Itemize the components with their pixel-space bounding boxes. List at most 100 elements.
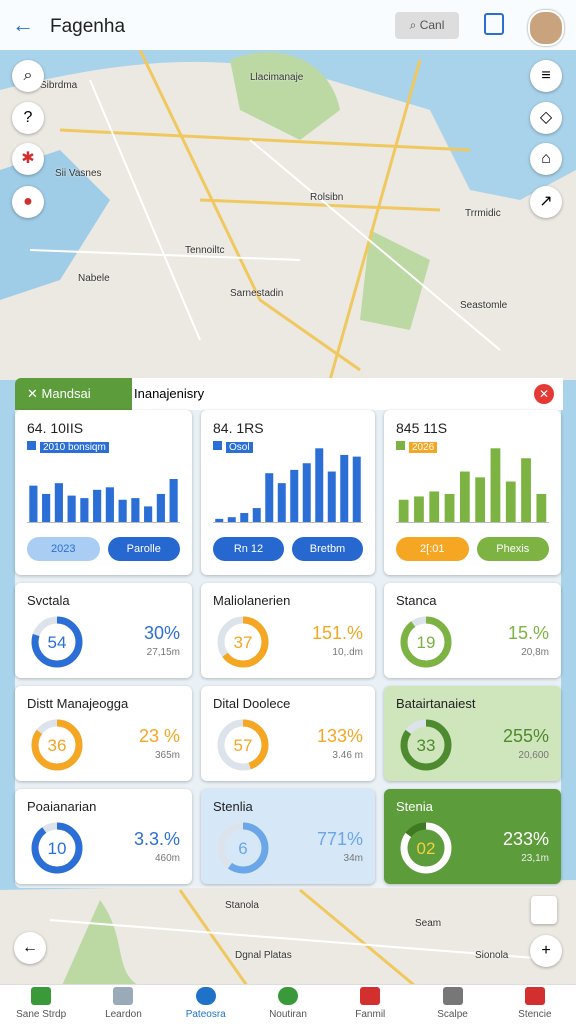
bar — [429, 491, 440, 523]
donut-card: Svctala 54 30% 27,15m — [15, 583, 192, 678]
route-control[interactable]: ↗ — [530, 186, 562, 218]
bar — [444, 493, 455, 523]
nav-item[interactable]: Sane Strdp — [0, 985, 82, 1024]
nav-item[interactable]: Leardon — [82, 985, 164, 1024]
back-control[interactable]: ← — [14, 932, 46, 964]
title: Fagenha — [50, 16, 126, 37]
sub-value: 34m — [343, 853, 363, 864]
button[interactable]: Phexis — [476, 537, 549, 561]
nav-item[interactable]: Fanmil — [329, 985, 411, 1024]
nav-label: Noutiran — [269, 1009, 307, 1020]
square-control[interactable] — [531, 896, 557, 924]
donut-arc — [31, 719, 83, 771]
nav-label: Scalpe — [437, 1009, 468, 1020]
donut-arc — [400, 719, 452, 771]
close-button[interactable]: ✕ — [534, 384, 554, 404]
bar — [215, 518, 224, 523]
legend-swatch — [213, 441, 222, 450]
donut-center: 33 — [417, 736, 436, 755]
donut-arc — [31, 616, 83, 668]
bar — [277, 483, 286, 523]
donut-card: Distt Manajeogga 36 23 % 365m — [15, 686, 192, 781]
donut: 02 — [400, 822, 452, 874]
donut-arc — [217, 719, 269, 771]
layer-control[interactable]: ⌂ — [530, 143, 562, 175]
bar — [118, 499, 127, 523]
bar — [327, 471, 336, 523]
search-control[interactable]: ⌕ — [12, 60, 44, 92]
card-title: 64. 10IIS — [27, 420, 84, 436]
bar — [459, 471, 470, 523]
bar — [414, 496, 424, 523]
compass-control[interactable]: ◇ — [530, 102, 562, 134]
map-label: Seastomle — [460, 300, 508, 311]
avatar[interactable] — [528, 10, 564, 46]
donut: 57 — [217, 719, 269, 771]
donut: 37 — [217, 616, 269, 668]
card-title: 84. 1RS — [213, 420, 264, 436]
donut-arc — [217, 822, 269, 874]
button[interactable]: Parolle — [107, 537, 180, 561]
sub-value: 365m — [154, 750, 180, 761]
donut-card: Dital Doolece 57 133% 3.46 m — [201, 686, 375, 781]
bar — [93, 489, 102, 523]
percent: 15.% — [507, 623, 549, 643]
button[interactable]: Rn 12 — [213, 537, 284, 561]
button[interactable]: 2[:01 — [396, 537, 469, 561]
bar — [29, 485, 38, 523]
legend: 2026 — [396, 441, 438, 453]
bar — [144, 506, 153, 523]
bar — [475, 477, 486, 523]
location-control[interactable]: ● — [12, 186, 44, 218]
card-title: Stanca — [396, 593, 437, 608]
donut: 10 — [31, 822, 83, 874]
legend: Osol — [213, 441, 253, 453]
percent: 3.3.% — [133, 829, 180, 849]
bar — [54, 483, 63, 523]
bar — [302, 463, 311, 523]
land — [0, 880, 576, 990]
street — [29, 79, 561, 961]
bar — [169, 479, 178, 523]
map-label: Stanola — [225, 900, 259, 911]
donut: 36 — [31, 719, 83, 771]
card-title: 845 11S — [396, 420, 448, 436]
nav-label: Pateosra — [185, 1009, 226, 1020]
search[interactable]: ⌕ Canl — [395, 12, 459, 39]
pin-control[interactable]: ✱ — [12, 143, 44, 175]
button[interactable]: Bretbm — [292, 537, 363, 561]
legend-text: 2026 — [409, 442, 438, 453]
button[interactable]: 2023 — [27, 537, 100, 561]
donut: 6 — [217, 822, 269, 874]
tab[interactable]: Inanajenisry — [132, 378, 563, 410]
tab-active[interactable]: ✕ Mandsai — [15, 378, 132, 410]
road — [59, 49, 471, 992]
percent: 30% — [143, 623, 180, 643]
map-label: Trrmidic — [465, 208, 501, 219]
bar — [290, 469, 299, 523]
nav-icon — [113, 987, 134, 1005]
bar — [67, 495, 76, 523]
nav-item[interactable]: Noutiran — [247, 985, 329, 1024]
nav-item[interactable]: Pateosra — [165, 985, 247, 1024]
bag-icon[interactable] — [484, 13, 504, 35]
help-control[interactable]: ? — [12, 102, 44, 134]
menu-control[interactable]: ≡ — [530, 60, 562, 92]
donut-center: 19 — [417, 633, 436, 652]
park — [60, 900, 150, 990]
donut: 19 — [400, 616, 452, 668]
legend: 2010 bonsiqm — [27, 441, 109, 453]
nav-item[interactable]: Stencie — [494, 985, 576, 1024]
bar-chart — [27, 479, 180, 523]
card-title: Maliolanerien — [213, 593, 291, 608]
add-control[interactable]: + — [530, 935, 562, 967]
donut-arc — [400, 616, 452, 668]
map-label: Tennoiltc — [185, 245, 225, 256]
nav-label: Fanmil — [355, 1009, 386, 1020]
nav-item[interactable]: Scalpe — [411, 985, 493, 1024]
bar-chart — [213, 448, 363, 523]
card-title: Dital Doolece — [213, 696, 291, 711]
back-button[interactable]: ← — [12, 12, 34, 37]
bar — [352, 456, 361, 523]
